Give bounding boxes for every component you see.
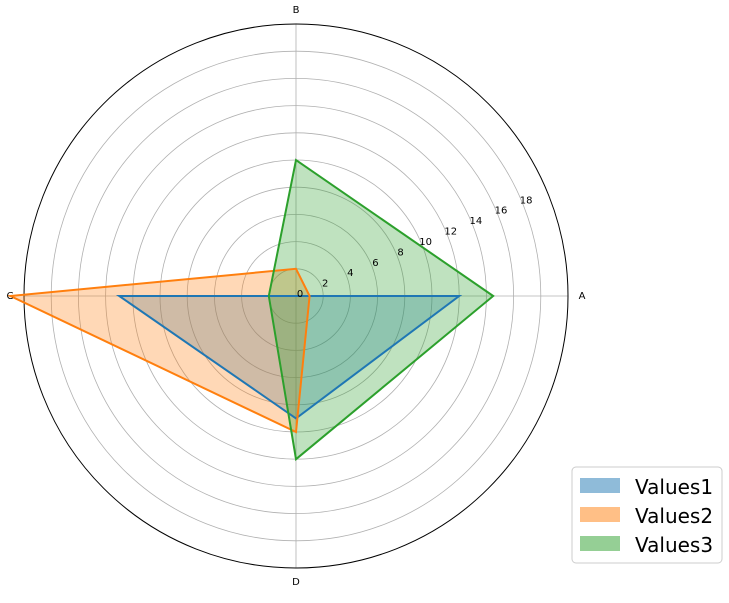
legend-swatch-values3 <box>580 536 620 551</box>
r-tick-label: 4 <box>347 268 353 279</box>
label-layer: A B C D 0 2 4 6 8 10 12 14 16 18 <box>7 5 586 588</box>
legend-swatch-values2 <box>580 507 620 522</box>
r-tick-label: 14 <box>470 216 483 227</box>
series-line-values1 <box>115 295 463 420</box>
r-tick-label: 18 <box>520 195 533 206</box>
category-label-a: A <box>579 291 586 302</box>
category-label-c: C <box>7 291 14 302</box>
series-fill-values1 <box>119 296 460 419</box>
outer-frame <box>23 23 569 569</box>
category-label-d: D <box>292 577 300 588</box>
r-tick-label: 0 <box>297 289 303 300</box>
legend-swatch-values1 <box>580 478 620 493</box>
r-tick-label: 8 <box>397 247 403 258</box>
series-line-values2 <box>6 267 311 434</box>
r-tick-label: 12 <box>444 227 457 238</box>
legend-label-values1: Values1 <box>635 475 713 499</box>
series-fill-values3 <box>268 160 494 460</box>
series-line-values3 <box>267 158 495 462</box>
series-layer <box>6 158 495 462</box>
r-tick-label: 6 <box>372 258 378 269</box>
legend: Values1 Values2 Values3 <box>571 466 723 564</box>
legend-label-values3: Values3 <box>635 533 713 557</box>
r-tick-label: 10 <box>419 237 432 248</box>
series-fill-values2 <box>10 268 310 432</box>
category-label-b: B <box>293 5 300 16</box>
r-tick-label: 16 <box>495 206 508 217</box>
legend-label-values2: Values2 <box>635 504 713 528</box>
r-tick-label: 2 <box>322 279 328 290</box>
